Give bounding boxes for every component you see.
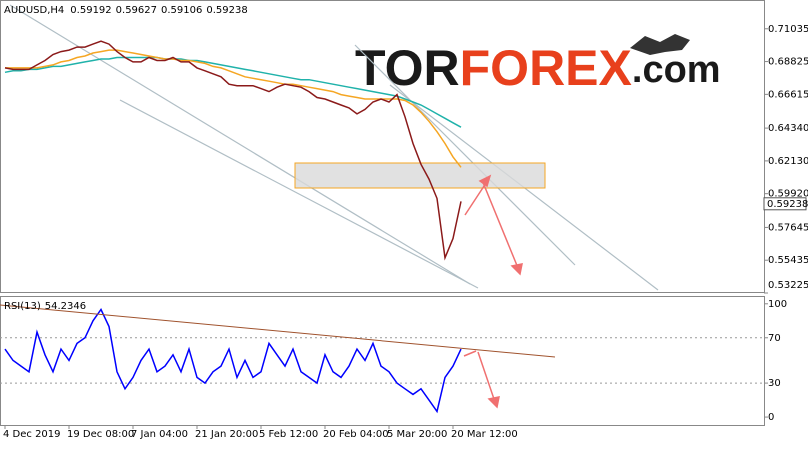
price-pane [0, 0, 765, 293]
series-line [4, 308, 462, 414]
series-line [5, 49, 462, 168]
high: 0.59627 [116, 5, 157, 16]
x-tick-label: 20 Feb 04:00 [323, 429, 389, 440]
logo-part: TOR [355, 40, 460, 96]
rsi-value: 54.2346 [45, 301, 86, 312]
x-tick-label: 4 Dec 2019 [3, 429, 61, 440]
price-box [763, 197, 807, 211]
rsi-pane [0, 296, 765, 426]
arrows [0, 174, 556, 409]
y-tick-label: 0.62130 [768, 156, 808, 167]
zone [294, 162, 546, 189]
logo-part: FOREX [460, 40, 632, 96]
logo-part: .com [632, 49, 721, 91]
arrow [463, 350, 477, 357]
price-label: 0.59238 [767, 199, 808, 210]
title: AUDUSD,H4 [4, 5, 64, 16]
series-line [4, 40, 462, 261]
trend-line [0, 304, 556, 358]
y-tick-label: 70 [768, 333, 781, 344]
close: 0.59238 [206, 5, 247, 16]
trend-line [9, 4, 471, 285]
x-tick-label: 20 Mar 12:00 [451, 429, 518, 440]
arrow-head [510, 263, 523, 276]
logo-text: TORFOREX.com [355, 40, 721, 96]
rsi-title: RSI(13) [4, 301, 41, 312]
arrow-head [487, 396, 500, 409]
x-tick-label: 21 Jan 20:00 [195, 429, 258, 440]
x-tick-label: 7 Jan 04:00 [131, 429, 188, 440]
y-tick-label: 100 [768, 299, 787, 310]
trend-line [354, 44, 576, 266]
trend-line [119, 99, 479, 289]
open: 0.59192 [70, 5, 111, 16]
y-tick-label: 0.66615 [768, 89, 808, 100]
y-tick-label: 0.59920 [768, 189, 808, 200]
watermark: TORFOREX.com [355, 34, 721, 96]
y-tick-label: 0.57645 [768, 222, 808, 233]
plot [0, 40, 764, 414]
y-tick-label: 0.68825 [768, 57, 808, 68]
header: AUDUSD,H4 0.59192 0.59627 0.59106 0.59238 [4, 5, 248, 16]
y-tick-label: 0.53225 [768, 280, 808, 291]
rsi-header: RSI(13) 54.2346 [4, 301, 86, 312]
arrow [481, 179, 519, 269]
arrow [477, 351, 496, 403]
series-line [4, 56, 462, 128]
low: 0.59106 [161, 5, 202, 16]
y-tick-label: 0.55435 [768, 255, 808, 266]
logo-icon [630, 34, 690, 55]
y-tick-label: 0 [768, 412, 774, 423]
x-tick-label: 5 Feb 12:00 [259, 429, 318, 440]
x-tick-label: 5 Mar 20:00 [387, 429, 447, 440]
y-tick-label: 0.71035 [768, 24, 808, 35]
y-tick-label: 30 [768, 378, 781, 389]
x-tick-label: 19 Dec 08:00 [67, 429, 134, 440]
y-tick-label: 0.64340 [768, 123, 808, 134]
